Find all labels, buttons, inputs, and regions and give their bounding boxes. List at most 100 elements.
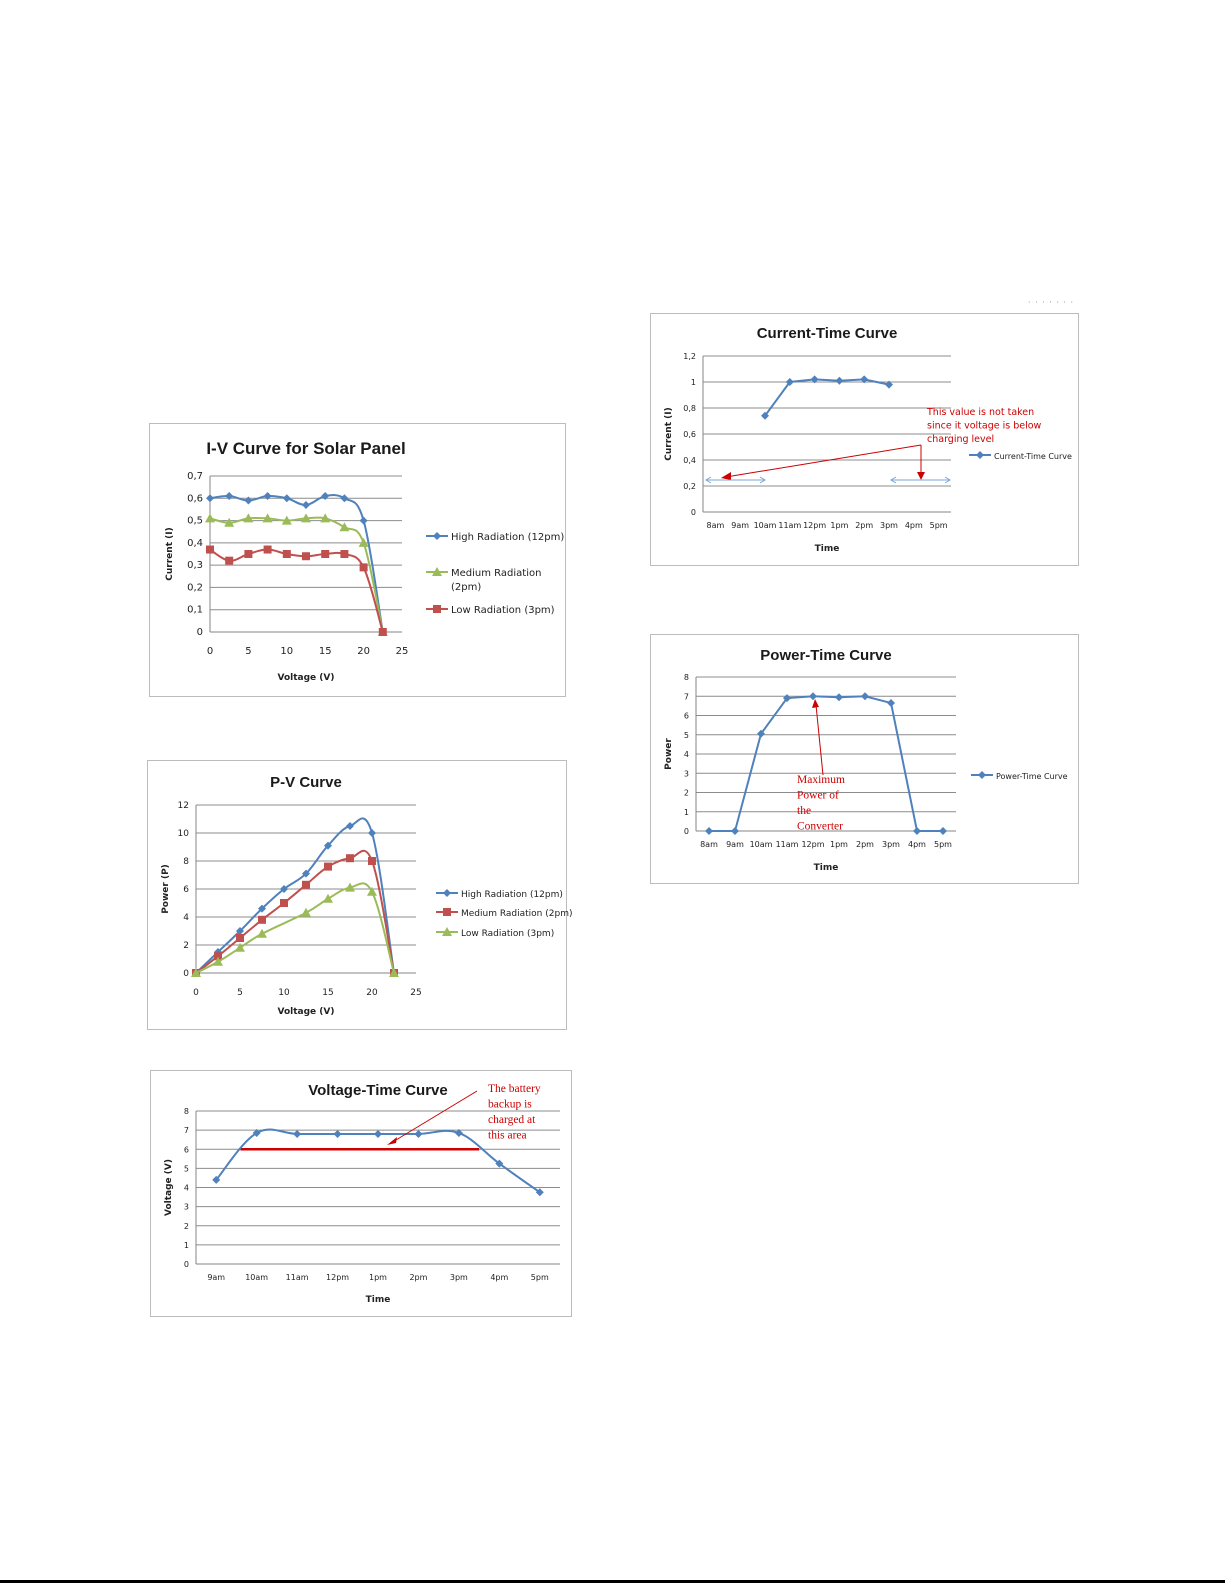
ct-range-bracket-right-head-b <box>944 476 951 484</box>
pt-xtick-label: 11am <box>776 840 799 849</box>
vt-annotation-line-3: this area <box>488 1130 527 1142</box>
ct-annotation-arrowhead-down <box>917 472 925 480</box>
pv-legend-label: Low Radiation (3pm) <box>461 929 554 939</box>
vt-title: Voltage-Time Curve <box>308 1082 447 1099</box>
ct-xtick-label: 9am <box>731 521 749 530</box>
pv-series-1-point <box>214 952 222 961</box>
pv-series-1-point <box>258 915 266 924</box>
pt-xtick-label: 1pm <box>830 840 848 849</box>
pv-xtick-label: 0 <box>193 988 199 998</box>
iv-y-axis-title: Current (I) <box>165 527 175 580</box>
pv-series-0-point <box>280 885 288 893</box>
pv-ytick-label: 10 <box>178 829 190 839</box>
pt-ytick-label: 1 <box>684 808 689 817</box>
pt-annotation-line-1: Power of <box>797 790 839 802</box>
pv-series-2-point <box>389 968 399 977</box>
pv-series-2-point <box>323 893 333 903</box>
ct-range-bracket-left-head-a <box>705 476 712 484</box>
pv-legend-swatch-marker <box>443 908 451 916</box>
vt-xtick-label: 9am <box>207 1273 225 1282</box>
voltage-time-chart-svg: Voltage-Time Curve 0 1 2 3 4 5 6 7 8 9am 10am 11am 12… <box>164 1082 560 1305</box>
iv-legend-label-line-1: (2pm) <box>451 582 481 593</box>
iv-ytick-label: 0,4 <box>187 538 203 549</box>
iv-series-2-point <box>302 552 310 561</box>
pt-ytick-label: 6 <box>684 712 689 721</box>
vt-annotation-arrow <box>390 1090 478 1144</box>
pt-xtick-label: 3pm <box>882 840 900 849</box>
vt-series-0-point <box>454 1128 463 1137</box>
iv-xtick-label: 0 <box>207 646 213 657</box>
ct-series-0-point <box>860 375 869 384</box>
pt-series-0-point <box>809 692 817 701</box>
ct-ytick-label: 0,8 <box>683 404 696 413</box>
pv-series-2-point <box>301 907 311 917</box>
pv-chart-svg: P-V Curve 0 2 4 6 8 10 12 0 5 10 15 20 25 Voltage (V) P… <box>161 774 572 1017</box>
iv-series-2-point <box>282 550 291 558</box>
iv-xtick-label: 25 <box>396 646 409 657</box>
ct-ytick-label: 0,6 <box>683 430 696 439</box>
pv-series-0-point <box>302 869 310 878</box>
pt-y-axis-title: Power <box>664 738 674 770</box>
vt-annotation-line-0: The battery <box>488 1083 541 1095</box>
pv-legend-swatch-marker <box>443 889 451 897</box>
vt-ytick-label: 8 <box>184 1107 189 1116</box>
ct-range-bracket-left-head-b <box>759 476 766 484</box>
ct-annotation-line-0: This value is not taken <box>926 407 1034 418</box>
current-time-chart: Current-Time Curve 0 0,2 0,4 0,6 0,8 1 1,2 8am 9a… <box>650 313 1079 566</box>
iv-series-2-point <box>340 550 349 558</box>
vt-annotation-line-2: charged at <box>488 1114 536 1126</box>
pt-series-0-point <box>835 693 843 702</box>
vt-series-0-point <box>293 1129 302 1138</box>
iv-series-1-point <box>243 513 254 523</box>
ct-series-0-point <box>810 375 819 384</box>
ct-series-0-point <box>885 380 893 389</box>
iv-legend-swatch-marker <box>432 567 442 576</box>
iv-series-0-point <box>321 492 330 501</box>
iv-series-1-point <box>339 522 350 532</box>
pv-series-1-point <box>368 857 376 865</box>
pt-xtick-label: 2pm <box>856 840 874 849</box>
ct-xtick-label: 8am <box>707 521 725 530</box>
pt-annotation-line-0: Maximum <box>797 774 845 786</box>
pv-ytick-label: 8 <box>183 857 189 867</box>
iv-series-2-point <box>206 545 214 554</box>
iv-legend-label: Low Radiation (3pm) <box>451 605 555 616</box>
vt-xtick-label: 12pm <box>326 1273 349 1282</box>
iv-series-1-point <box>262 513 273 523</box>
pv-x-axis-title: Voltage (V) <box>278 1007 335 1017</box>
ct-ytick-label: 1 <box>691 378 696 387</box>
power-time-chart: Power-Time Curve 0 1 2 3 4 5 6 7 8 8am 9am 10am 11am 1… <box>650 634 1079 884</box>
iv-ytick-label: 0,7 <box>187 471 203 482</box>
ct-xtick-label: 4pm <box>905 521 923 530</box>
vt-series-0-point <box>374 1129 382 1138</box>
iv-series-0-point <box>206 494 214 503</box>
iv-series-2-point <box>359 563 368 572</box>
vt-series-0-point <box>495 1159 504 1168</box>
ct-annotation-line-2: charging level <box>927 434 994 445</box>
pt-xtick-label: 4pm <box>908 840 926 849</box>
ct-annotation-arrowhead-left <box>721 472 731 480</box>
vt-series-0-point <box>535 1188 544 1197</box>
ct-xtick-label: 11am <box>778 521 801 530</box>
pt-series-0-point <box>731 827 739 835</box>
iv-ytick-label: 0,5 <box>187 516 203 527</box>
pv-series-line-1 <box>195 849 395 974</box>
pt-series-0-point <box>887 698 895 707</box>
current-time-chart-svg: Current-Time Curve 0 0,2 0,4 0,6 0,8 1 1,2 8am 9a… <box>664 325 1072 554</box>
pt-legend-label: Power-Time Curve <box>996 772 1068 781</box>
voltage-time-chart: Voltage-Time Curve 0 1 2 3 4 5 6 7 8 9am 10am 11am 12… <box>150 1070 572 1317</box>
pv-series-0-point <box>258 904 266 913</box>
pv-series-1-point <box>346 854 354 863</box>
iv-series-0-point <box>359 516 368 525</box>
pt-series-0-point <box>783 694 791 703</box>
vt-series-0-point <box>333 1129 342 1138</box>
page-bottom-rule <box>0 1580 1225 1583</box>
pt-xtick-label: 10am <box>750 840 773 849</box>
iv-xtick-label: 5 <box>245 646 251 657</box>
iv-chart: I-V Curve for Solar Panel 0 0,1 0,2 0,3 0,4 0,… <box>149 423 566 697</box>
vt-ytick-label: 4 <box>184 1184 189 1193</box>
pt-xtick-label: 9am <box>726 840 744 849</box>
pv-y-axis-title: Power (P) <box>161 864 171 914</box>
pt-series-0-point <box>705 827 713 835</box>
vt-ytick-label: 6 <box>184 1145 189 1154</box>
